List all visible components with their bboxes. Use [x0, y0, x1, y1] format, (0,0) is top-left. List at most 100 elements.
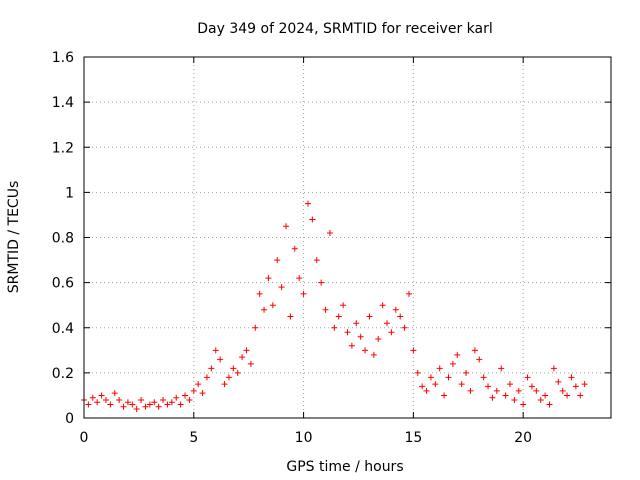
data-point: [217, 356, 224, 363]
chart-title: Day 349 of 2024, SRMTID for receiver kar…: [197, 21, 493, 37]
y-axis-label: SRMTID / TECUs: [6, 181, 22, 294]
data-point: [269, 302, 276, 309]
data-point: [414, 369, 421, 376]
data-point: [203, 374, 210, 381]
data-point: [564, 392, 571, 399]
data-point: [243, 347, 250, 354]
data-point: [129, 401, 136, 408]
data-point: [366, 313, 373, 320]
data-point: [190, 387, 197, 394]
data-point: [195, 381, 202, 388]
data-point: [340, 302, 347, 309]
data-point: [489, 394, 496, 401]
data-point: [511, 396, 518, 403]
y-tick-label: 1.6: [52, 50, 74, 66]
data-point: [146, 401, 153, 408]
data-point: [265, 275, 272, 282]
data-point: [384, 320, 391, 327]
data-point: [168, 399, 175, 406]
data-point: [577, 392, 584, 399]
data-point: [524, 374, 531, 381]
data-point: [133, 405, 140, 412]
data-point: [278, 284, 285, 291]
data-point: [542, 392, 549, 399]
data-point: [212, 347, 219, 354]
data-point: [164, 401, 171, 408]
data-point: [85, 401, 92, 408]
data-point: [476, 356, 483, 363]
data-point: [274, 257, 281, 264]
data-point: [256, 290, 263, 297]
y-tick-label: 1.2: [52, 140, 74, 156]
data-point: [550, 365, 557, 372]
data-point: [375, 336, 382, 343]
data-point: [498, 365, 505, 372]
data-point: [405, 290, 412, 297]
y-axis: 0 0.2 0.4 0.6 0.8 1 1.2 1.4 1.6: [52, 50, 611, 427]
data-point: [291, 245, 298, 252]
data-point: [239, 354, 246, 361]
data-point: [370, 351, 377, 358]
data-points: [81, 200, 588, 412]
data-point: [230, 365, 237, 372]
data-point: [283, 223, 290, 230]
data-point: [247, 360, 254, 367]
data-point: [449, 360, 456, 367]
data-point: [322, 306, 329, 313]
data-point: [111, 390, 118, 397]
y-tick-label: 0.6: [52, 276, 74, 292]
data-point: [559, 387, 566, 394]
data-point: [102, 396, 109, 403]
data-point: [362, 347, 369, 354]
data-point: [120, 403, 127, 410]
data-point: [208, 365, 215, 372]
data-point: [441, 392, 448, 399]
data-point: [155, 403, 162, 410]
data-point: [528, 383, 535, 390]
data-point: [572, 383, 579, 390]
x-tick-label: 20: [514, 430, 532, 446]
y-tick-label: 1: [65, 185, 74, 201]
data-point: [357, 333, 364, 340]
data-point: [225, 374, 232, 381]
data-point: [252, 324, 259, 331]
data-point: [427, 374, 434, 381]
y-tick-label: 0.4: [52, 321, 74, 337]
data-point: [502, 392, 509, 399]
x-tick-label: 0: [80, 430, 89, 446]
data-point: [520, 401, 527, 408]
data-point: [432, 381, 439, 388]
data-point: [353, 320, 360, 327]
data-point: [234, 369, 241, 376]
data-point: [568, 374, 575, 381]
data-point: [506, 381, 513, 388]
grid-lines: [84, 57, 611, 418]
data-point: [392, 306, 399, 313]
data-point: [485, 383, 492, 390]
y-tick-label: 0.8: [52, 231, 74, 247]
data-point: [287, 313, 294, 320]
data-point: [463, 369, 470, 376]
data-point: [107, 401, 114, 408]
data-point: [445, 374, 452, 381]
x-tick-label: 15: [404, 430, 422, 446]
data-point: [388, 329, 395, 336]
data-point: [221, 381, 228, 388]
data-point: [348, 342, 355, 349]
data-point: [423, 387, 430, 394]
y-tick-label: 0.2: [52, 366, 74, 382]
data-point: [480, 374, 487, 381]
data-point: [436, 365, 443, 372]
data-point: [344, 329, 351, 336]
data-point: [318, 279, 325, 286]
data-point: [454, 351, 461, 358]
data-point: [173, 394, 180, 401]
data-point: [186, 396, 193, 403]
data-point: [151, 399, 158, 406]
data-point: [331, 324, 338, 331]
data-point: [182, 392, 189, 399]
x-axis: 0 5 10 15 20: [80, 57, 532, 446]
data-point: [304, 200, 311, 207]
x-tick-label: 10: [295, 430, 313, 446]
